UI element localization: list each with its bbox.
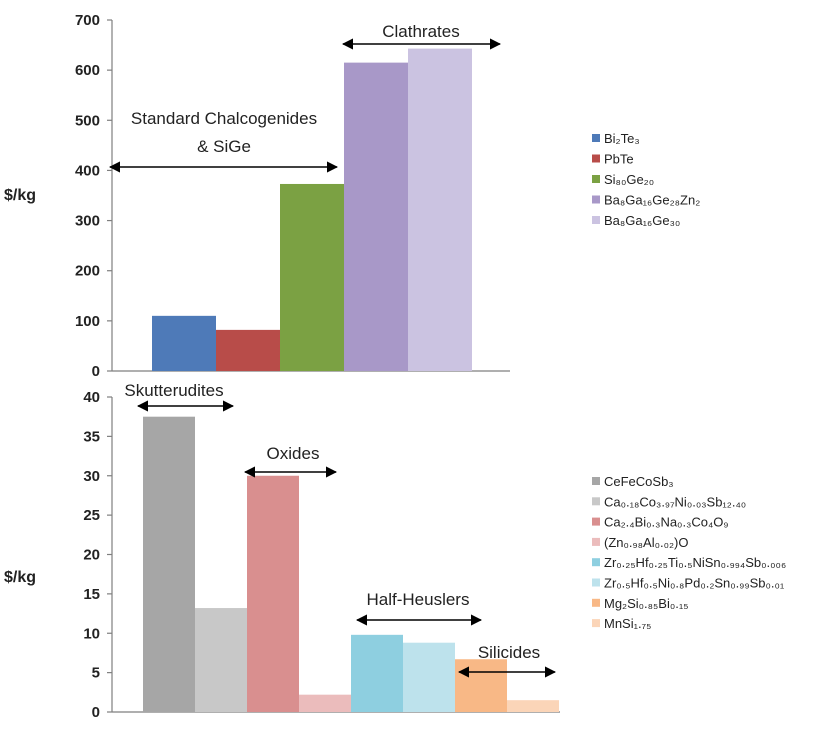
bar xyxy=(299,694,351,712)
legend-swatch xyxy=(592,216,600,224)
y-tick-label: 30 xyxy=(83,468,100,485)
oxides-label: Oxides xyxy=(267,444,320,463)
legend-swatch xyxy=(592,558,600,567)
legend-label: PbTe xyxy=(604,152,634,167)
legend-label: Zr₀.₂₅Hf₀.₂₅Ti₀.₅NiSn₀.₉₉₄Sb₀.₀₀₆ xyxy=(604,555,786,570)
legend-label: Mg₂Si₀.₈₅Bi₀.₁₅ xyxy=(604,596,689,611)
y-tick-label: 700 xyxy=(75,12,100,29)
bar xyxy=(195,608,247,712)
legend-label: Ca₂.₄Bi₀.₃Na₀.₃Co₄O₉ xyxy=(604,515,729,530)
bar xyxy=(455,659,507,712)
bottom-y-axis-label: $/kg xyxy=(4,569,36,586)
legend-swatch xyxy=(592,134,600,142)
bar xyxy=(143,416,195,712)
chalcogenides-label-line1: Standard Chalcogenides xyxy=(131,109,317,128)
y-tick-label: 35 xyxy=(83,428,100,445)
bar xyxy=(280,183,344,371)
top-legend: Bi₂Te₃ PbTe Si₈₀Ge₂₀ Ba₈Ga₁₆Ge₂₈Zn₂ Ba₈Ga₁₆G… xyxy=(592,131,700,228)
y-tick-label: 300 xyxy=(75,213,100,230)
legend-label: Bi₂Te₃ xyxy=(604,131,640,146)
bottom-y-ticks: 0 5 10 15 20 25 30 35 40 xyxy=(83,389,112,721)
legend-swatch xyxy=(592,619,600,628)
legend-swatch xyxy=(592,477,600,485)
y-tick-label: 15 xyxy=(83,586,100,603)
bar xyxy=(408,48,472,372)
legend-swatch xyxy=(592,598,600,607)
chalcogenides-label-line2: & SiGe xyxy=(197,137,251,156)
legend-swatch xyxy=(592,537,600,546)
bar xyxy=(507,700,559,712)
top-bars xyxy=(152,48,472,372)
y-tick-label: 5 xyxy=(92,665,100,682)
y-tick-label: 100 xyxy=(75,313,100,330)
top-y-axis-label: $/kg xyxy=(4,187,36,204)
legend-label: (Zn₀.₉₈Al₀.₀₂)O xyxy=(604,535,689,550)
bar xyxy=(344,62,408,371)
bottom-chart: 0 5 10 15 20 25 30 35 40 $/kg Skutterudites Oxid… xyxy=(4,381,786,721)
bottom-legend: CeFeCoSb₃ Ca₀.₁₈Co₃.₉₇Ni₀.₀₃Sb₁₂.₄₀ Ca₂.₄B… xyxy=(592,474,786,631)
legend-label: CeFeCoSb₃ xyxy=(604,474,674,489)
bar xyxy=(351,634,403,712)
legend-swatch xyxy=(592,517,600,526)
legend-label: Ba₈Ga₁₆Ge₂₈Zn₂ xyxy=(604,193,700,208)
y-tick-label: 400 xyxy=(75,162,100,179)
y-tick-label: 0 xyxy=(92,704,100,721)
top-chart: 0 100 200 300 400 500 600 700 $/kg Clathrates S… xyxy=(4,12,700,380)
legend-swatch xyxy=(592,195,600,204)
legend-label: Zr₀.₅Hf₀.₅Ni₀.₈Pd₀.₂Sn₀.₉₉Sb₀.₀₁ xyxy=(604,576,785,591)
bar xyxy=(216,329,280,371)
legend-label: Ba₈Ga₁₆Ge₃₀ xyxy=(604,213,680,228)
bar xyxy=(152,315,216,371)
silicides-label: Silicides xyxy=(478,643,540,662)
legend-label: Si₈₀Ge₂₀ xyxy=(604,172,654,187)
bottom-bars xyxy=(143,416,559,712)
legend-swatch xyxy=(592,497,600,506)
y-tick-label: 40 xyxy=(83,389,100,406)
half-heuslers-label: Half-Heuslers xyxy=(367,590,470,609)
legend-swatch xyxy=(592,578,600,587)
y-tick-label: 0 xyxy=(92,363,100,380)
bar xyxy=(247,475,299,712)
legend-label: Ca₀.₁₈Co₃.₉₇Ni₀.₀₃Sb₁₂.₄₀ xyxy=(604,494,746,509)
bar xyxy=(403,642,455,712)
y-tick-label: 20 xyxy=(83,547,100,564)
legend-swatch xyxy=(592,154,600,163)
y-tick-label: 600 xyxy=(75,62,100,79)
legend-swatch xyxy=(592,175,600,183)
skutterudites-label: Skutterudites xyxy=(124,381,223,400)
y-tick-label: 25 xyxy=(83,507,100,524)
legend-label: MnSi₁.₇₅ xyxy=(604,616,651,631)
y-tick-label: 500 xyxy=(75,112,100,129)
y-tick-label: 10 xyxy=(83,625,100,642)
top-y-ticks: 0 100 200 300 400 500 600 700 xyxy=(75,12,112,380)
y-tick-label: 200 xyxy=(75,263,100,280)
clathrates-label: Clathrates xyxy=(382,22,459,41)
